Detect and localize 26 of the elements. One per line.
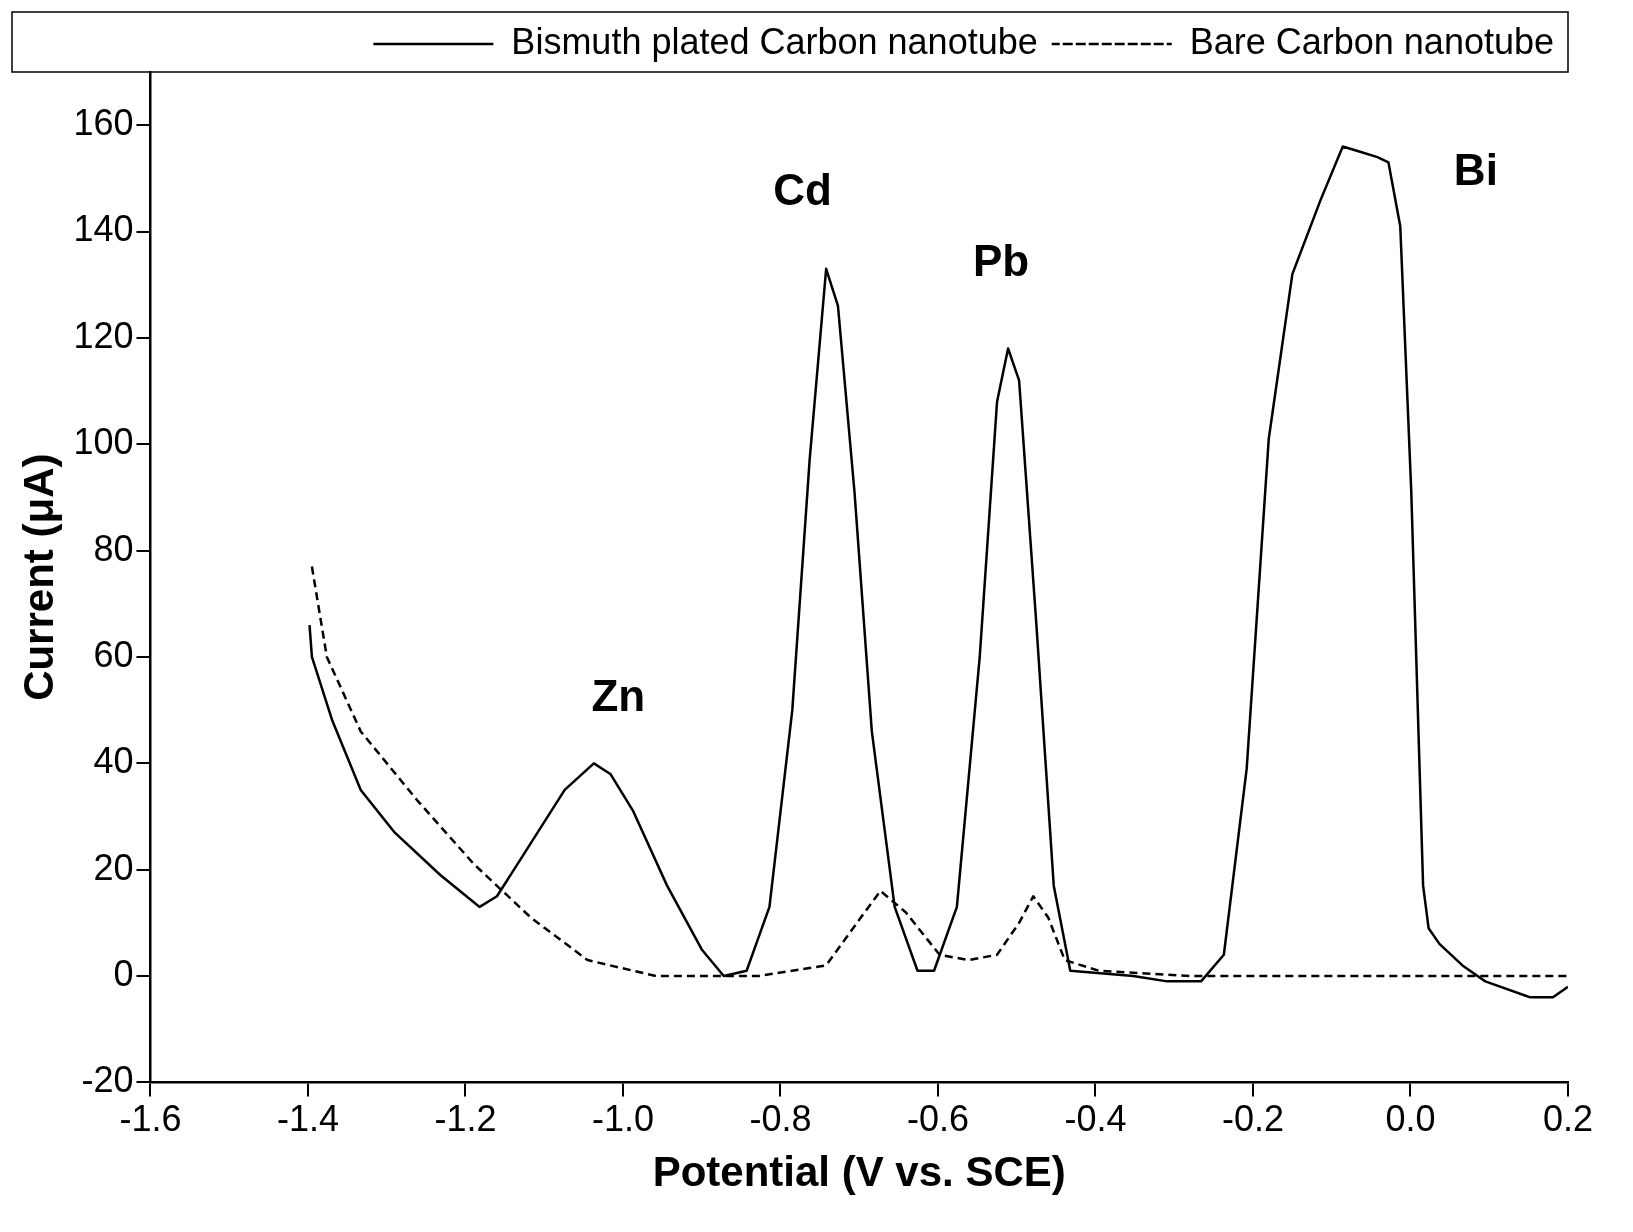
y-tick-label: 60 (93, 633, 134, 675)
y-tick-label: 20 (93, 846, 134, 888)
y-axis-title: Current (μA) (14, 453, 62, 701)
legend-label: Bare Carbon nanotube (1189, 20, 1555, 62)
y-tick-label: 140 (73, 208, 134, 250)
y-tick-label: 40 (93, 740, 134, 782)
y-tick-label: 0 (113, 952, 134, 994)
x-tick-label: -0.2 (1221, 1097, 1285, 1139)
x-tick-label: 0.0 (1385, 1097, 1436, 1139)
legend-label: Bismuth plated Carbon nanotube (511, 20, 1038, 62)
y-tick-label: 100 (73, 421, 134, 463)
annotation: Bi (1453, 145, 1498, 195)
annotation: Pb (972, 236, 1030, 286)
x-tick-label: -0.8 (749, 1097, 812, 1139)
y-tick-label: 160 (73, 102, 134, 144)
x-tick-label: -0.4 (1064, 1097, 1127, 1139)
annotation: Cd (773, 165, 832, 215)
x-tick-label: -1.2 (434, 1097, 497, 1139)
y-tick-label: 80 (93, 527, 134, 569)
x-tick-label: -1.0 (591, 1097, 654, 1139)
y-tick-label: 120 (73, 314, 134, 356)
x-tick-label: -0.6 (906, 1097, 970, 1139)
x-tick-label: -1.4 (276, 1097, 339, 1139)
annotation: Zn (591, 670, 646, 720)
x-axis-title: Potential (V vs. SCE) (652, 1148, 1066, 1196)
x-tick-label: 0.2 (1542, 1097, 1594, 1139)
